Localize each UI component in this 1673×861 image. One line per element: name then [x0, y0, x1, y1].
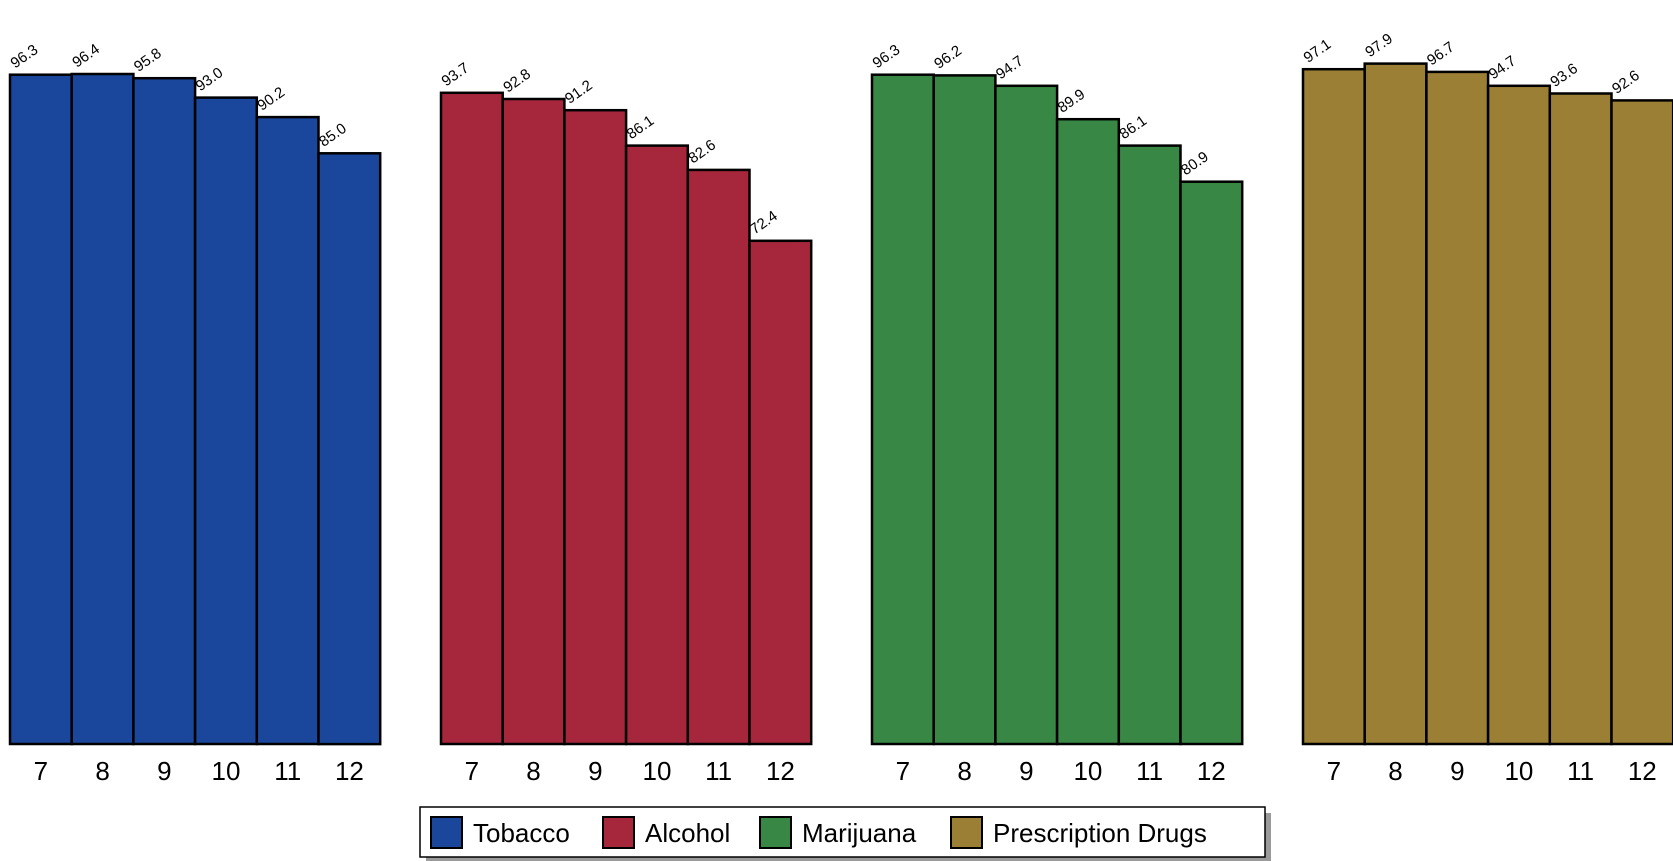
legend: Tobacco Alcohol Marijuana Prescription Drug… — [419, 806, 1271, 861]
panel-alcohol: 93.7 7 92.8 8 91.2 9 86.1 10 82.6 11 72.4 12 — [439, 59, 813, 786]
data-label: 94.7 — [993, 52, 1027, 83]
x-tick-label: 10 — [643, 756, 672, 786]
bar — [748, 239, 813, 746]
data-label: 92.8 — [500, 66, 534, 97]
data-label: 80.9 — [1178, 148, 1212, 179]
panel-prescription-drugs: 97.1 7 97.9 8 96.7 9 94.7 10 93.6 11 92.6 12 — [1301, 30, 1673, 786]
bar — [255, 115, 320, 746]
bar — [1486, 84, 1552, 746]
bar — [686, 168, 751, 746]
bar — [994, 84, 1059, 746]
legend-swatch — [602, 816, 635, 849]
x-tick-label: 9 — [1019, 756, 1033, 786]
x-tick-label: 11 — [1567, 756, 1594, 786]
x-tick-label: 8 — [957, 756, 971, 786]
data-label: 95.8 — [131, 45, 165, 76]
bar — [563, 108, 628, 746]
bar — [501, 97, 566, 746]
x-tick-label: 9 — [588, 756, 602, 786]
legend-swatch — [759, 816, 792, 849]
bar — [1055, 117, 1121, 746]
data-label: 82.6 — [685, 137, 719, 168]
data-label: 97.1 — [1301, 36, 1335, 67]
data-label: 96.2 — [931, 42, 965, 73]
x-tick-label: 7 — [896, 756, 910, 786]
x-tick-label: 12 — [1628, 756, 1657, 786]
bar — [1425, 70, 1490, 746]
data-label: 72.4 — [747, 207, 781, 238]
legend-swatch — [950, 816, 983, 849]
data-label: 86.1 — [1116, 112, 1150, 143]
data-label: 96.7 — [1424, 39, 1458, 70]
bar — [193, 96, 259, 746]
panel-marijuana: 96.3 7 96.2 8 94.7 9 89.9 10 86.1 11 80.9 12 — [870, 41, 1244, 786]
bar — [132, 76, 197, 746]
data-label: 96.3 — [8, 41, 42, 72]
x-tick-label: 11 — [705, 756, 732, 786]
x-tick-label: 8 — [95, 756, 109, 786]
bar — [1117, 144, 1182, 746]
x-tick-label: 12 — [1197, 756, 1226, 786]
bar — [1301, 67, 1366, 746]
x-tick-label: 12 — [335, 756, 364, 786]
panel-tobacco: 96.3 7 96.4 8 95.8 9 93.0 10 90.2 11 85.0 12 — [8, 41, 382, 786]
bar — [932, 74, 997, 746]
bar — [317, 152, 382, 746]
x-tick-label: 10 — [212, 756, 241, 786]
bar — [439, 91, 504, 746]
x-tick-label: 7 — [1327, 756, 1341, 786]
data-label: 93.7 — [439, 59, 473, 90]
data-label: 85.0 — [316, 120, 350, 151]
data-label: 90.2 — [254, 84, 288, 115]
data-label: 94.7 — [1486, 52, 1520, 83]
x-tick-label: 12 — [766, 756, 795, 786]
x-tick-label: 8 — [526, 756, 540, 786]
bar — [1548, 92, 1613, 746]
bar — [1363, 62, 1428, 746]
x-tick-label: 7 — [34, 756, 48, 786]
data-label: 96.4 — [69, 41, 103, 72]
data-label: 96.3 — [870, 41, 904, 72]
legend-label: Tobacco — [473, 818, 570, 848]
legend-label: Alcohol — [645, 818, 730, 848]
bar — [870, 73, 935, 746]
x-tick-label: 9 — [1450, 756, 1464, 786]
bar — [70, 72, 135, 746]
x-tick-label: 8 — [1388, 756, 1402, 786]
data-label: 92.6 — [1609, 67, 1643, 98]
data-label: 97.9 — [1362, 30, 1396, 61]
legend-label: Marijuana — [802, 818, 917, 848]
data-label: 91.2 — [562, 77, 596, 108]
data-label: 89.9 — [1055, 86, 1089, 117]
bar — [1179, 180, 1244, 746]
bar — [624, 144, 690, 746]
x-tick-label: 11 — [1136, 756, 1163, 786]
x-tick-label: 10 — [1073, 756, 1102, 786]
data-label: 86.1 — [624, 112, 658, 143]
x-tick-label: 7 — [465, 756, 479, 786]
data-label: 93.6 — [1547, 60, 1581, 91]
legend-label: Prescription Drugs — [993, 818, 1207, 848]
data-label: 93.0 — [193, 64, 227, 95]
legend-frame — [419, 806, 1266, 858]
bar — [1610, 99, 1673, 746]
x-tick-label: 10 — [1504, 756, 1533, 786]
x-tick-label: 11 — [274, 756, 301, 786]
legend-swatch — [430, 816, 463, 849]
bar — [8, 73, 73, 746]
x-tick-label: 9 — [157, 756, 171, 786]
